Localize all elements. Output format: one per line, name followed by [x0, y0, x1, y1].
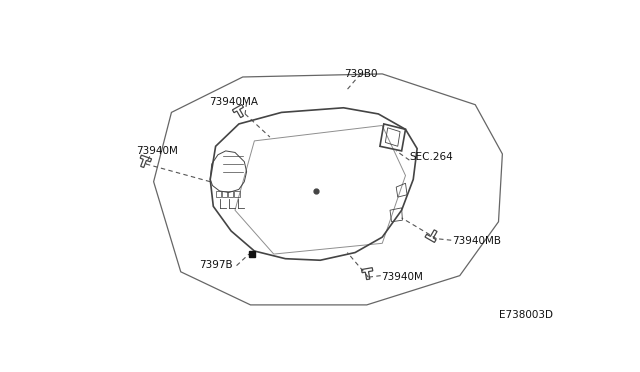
- Polygon shape: [249, 251, 255, 257]
- Text: 73940MA: 73940MA: [209, 97, 258, 107]
- Text: SEC.264: SEC.264: [410, 153, 453, 163]
- Text: 73940M: 73940M: [136, 146, 178, 156]
- Text: 73940M: 73940M: [381, 272, 422, 282]
- Text: 739B0: 739B0: [344, 69, 378, 79]
- Text: 73940MB: 73940MB: [452, 235, 501, 246]
- Text: 7397B: 7397B: [199, 260, 232, 270]
- Text: E738003D: E738003D: [499, 310, 553, 320]
